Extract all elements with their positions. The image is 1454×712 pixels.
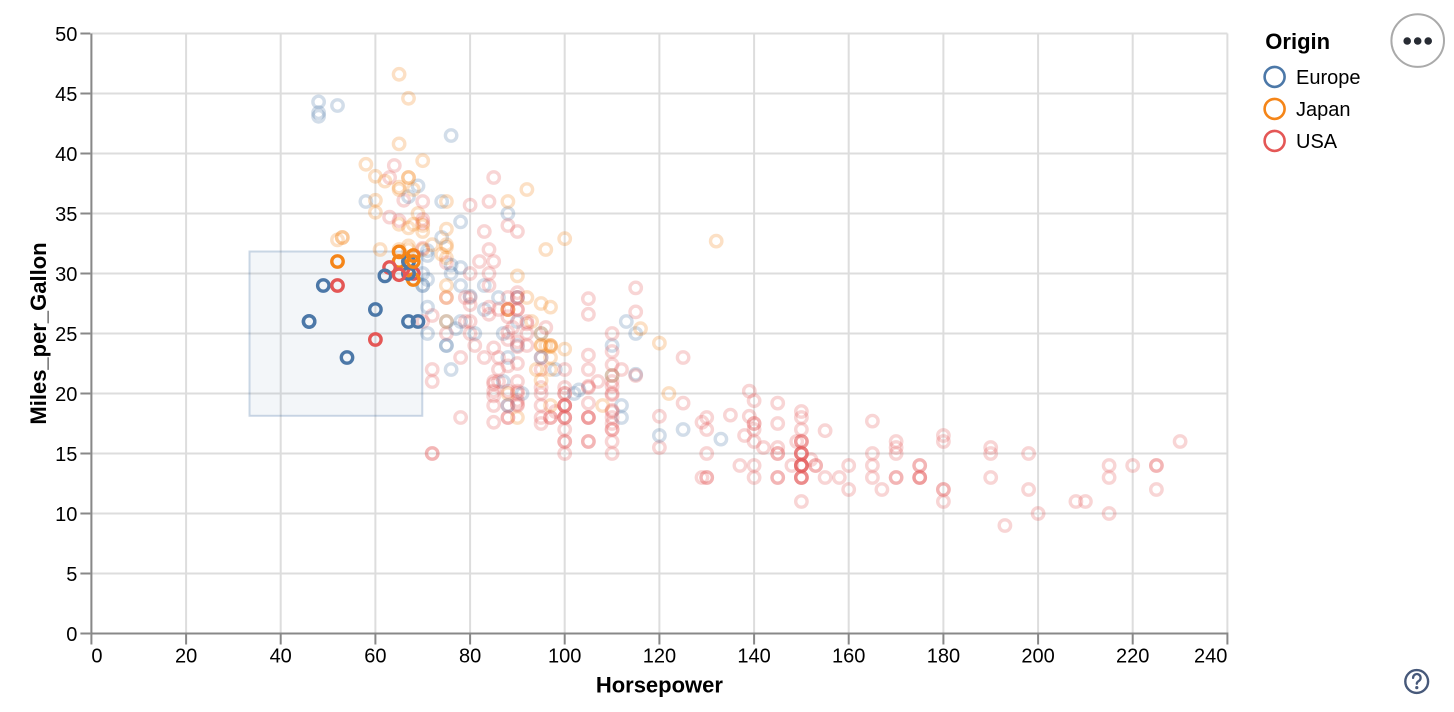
svg-text:Horsepower: Horsepower bbox=[596, 673, 724, 698]
svg-text:240: 240 bbox=[1194, 646, 1227, 668]
svg-text:50: 50 bbox=[55, 24, 77, 46]
svg-text:Miles_per_Gallon: Miles_per_Gallon bbox=[26, 242, 51, 424]
svg-text:25: 25 bbox=[55, 324, 77, 346]
svg-text:20: 20 bbox=[55, 384, 77, 406]
svg-text:160: 160 bbox=[832, 646, 865, 668]
svg-text:Origin: Origin bbox=[1265, 29, 1330, 54]
svg-text:80: 80 bbox=[459, 646, 481, 668]
svg-text:200: 200 bbox=[1021, 646, 1054, 668]
svg-text:0: 0 bbox=[91, 646, 102, 668]
svg-text:Europe: Europe bbox=[1296, 67, 1361, 89]
svg-text:120: 120 bbox=[643, 646, 676, 668]
svg-text:45: 45 bbox=[55, 84, 77, 106]
svg-text:35: 35 bbox=[55, 204, 77, 226]
svg-text:30: 30 bbox=[55, 264, 77, 286]
svg-text:40: 40 bbox=[270, 646, 292, 668]
svg-text:180: 180 bbox=[927, 646, 960, 668]
svg-text:10: 10 bbox=[55, 504, 77, 526]
svg-text:20: 20 bbox=[175, 646, 197, 668]
svg-text:5: 5 bbox=[66, 564, 77, 586]
svg-text:USA: USA bbox=[1296, 131, 1338, 153]
svg-text:140: 140 bbox=[737, 646, 770, 668]
svg-text:0: 0 bbox=[66, 624, 77, 646]
svg-text:15: 15 bbox=[55, 444, 77, 466]
svg-text:40: 40 bbox=[55, 144, 77, 166]
svg-text:Japan: Japan bbox=[1296, 99, 1351, 121]
svg-text:60: 60 bbox=[364, 646, 386, 668]
svg-text:100: 100 bbox=[548, 646, 581, 668]
svg-text:220: 220 bbox=[1116, 646, 1149, 668]
